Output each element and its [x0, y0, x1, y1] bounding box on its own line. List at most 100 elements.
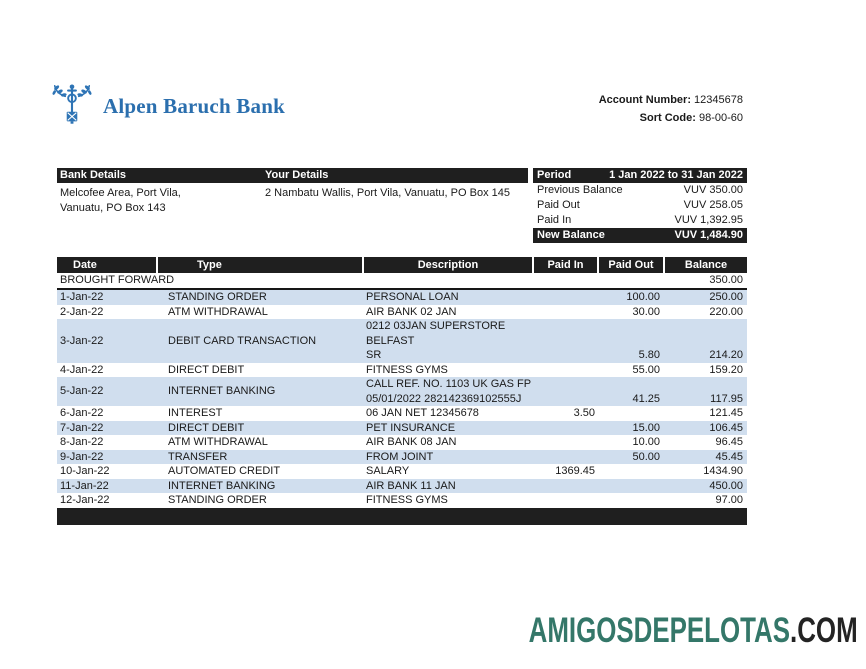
cell-type: ATM WITHDRAWAL: [168, 305, 268, 318]
cell-balance: 117.95: [710, 392, 743, 405]
cell-type: INTEREST: [168, 407, 223, 419]
cell-description: FITNESS GYMS: [366, 363, 448, 376]
period-header-row: Period 1 Jan 2022 to 31 Jan 2022: [533, 168, 747, 183]
account-number-label: Account Number:: [598, 94, 691, 106]
paid-in-row: Paid In VUV 1,392.95: [533, 213, 747, 228]
sort-code-label: Sort Code:: [639, 111, 696, 124]
cell-description: FITNESS GYMS: [366, 494, 448, 506]
cell-date: 9-Jan-22: [60, 450, 104, 463]
table-row: 11-Jan-22 INTERNET BANKING AIR BANK 11 J…: [57, 478, 747, 493]
watermark-main: AMIGOSDEPELOTAS: [528, 611, 791, 650]
period-summary-box: Period 1 Jan 2022 to 31 Jan 2022 Previou…: [533, 168, 747, 243]
cell-balance: 106.45: [709, 421, 743, 434]
table-row: 9-Jan-22 TRANSFER FROM JOINT 50.00 45.45: [57, 449, 747, 464]
cell-description: CALL REF. NO. 1103 UK GAS FP 05/01/2022 …: [366, 378, 532, 405]
paid-out-row: Paid Out VUV 258.05: [533, 198, 747, 213]
account-number-value: 12345678: [694, 94, 743, 106]
previous-balance-label: Previous Balance: [537, 184, 623, 196]
cell-balance: 250.00: [709, 291, 743, 303]
cell-paid-in: 3.50: [573, 407, 595, 419]
details-section: Bank Details Your Details Melcofee Area,…: [57, 168, 528, 216]
transactions-table: Date Type Description Paid In Paid Out B…: [57, 257, 747, 525]
cell-balance: 159.20: [709, 363, 743, 376]
account-number-line: Account Number: 12345678: [599, 92, 743, 110]
previous-balance-row: Previous Balance VUV 350.00: [533, 183, 747, 198]
table-row: 2-Jan-22 ATM WITHDRAWAL AIR BANK 02 JAN …: [57, 305, 747, 320]
customer-address: 2 Nambatu Wallis, Port Vila, Vanuatu, PO…: [265, 187, 510, 199]
cell-type: DIRECT DEBIT: [168, 421, 245, 434]
cell-type: AUTOMATED CREDIT: [168, 465, 281, 477]
cell-balance: 214.20: [709, 349, 743, 361]
table-row: 10-Jan-22 AUTOMATED CREDIT SALARY 1369.4…: [57, 464, 747, 479]
table-footer-bar: [57, 507, 747, 525]
details-body: Melcofee Area, Port Vila, Vanuatu, PO Bo…: [57, 183, 528, 216]
cell-type: DEBIT CARD TRANSACTION: [168, 334, 317, 347]
table-row: 5-Jan-22 INTERNET BANKING CALL REF. NO. …: [57, 377, 747, 406]
cell-date: 11-Jan-22: [60, 479, 109, 492]
details-header-bar: Bank Details Your Details: [57, 168, 528, 183]
cell-date: 8-Jan-22: [60, 436, 104, 448]
cell-balance: 97.00: [715, 494, 743, 506]
cell-paid-out: 30.00: [632, 305, 660, 318]
table-row: 1-Jan-22 STANDING ORDER PERSONAL LOAN 10…: [57, 290, 747, 305]
watermark-suffix: .COM: [790, 611, 858, 650]
cell-date: 5-Jan-22: [60, 385, 104, 398]
cell-paid-out: 10.00: [632, 436, 660, 448]
cell-date: BROUGHT FORWARD: [60, 274, 175, 286]
cell-date: 12-Jan-22: [60, 494, 110, 506]
cell-date: 7-Jan-22: [60, 421, 104, 434]
bank-address-line1: Melcofee Area, Port Vila,: [60, 187, 181, 199]
new-balance-row: New Balance VUV 1,484.90: [533, 228, 747, 243]
bank-address-line2: Vanuatu, PO Box 143: [60, 202, 166, 214]
brand-header: Alpen Baruch Bank: [48, 82, 285, 128]
cell-paid-out: 5.80: [638, 349, 660, 361]
table-row: 8-Jan-22 ATM WITHDRAWAL AIR BANK 08 JAN …: [57, 435, 747, 450]
cell-description: AIR BANK 08 JAN: [366, 436, 457, 448]
cell-description: PET INSURANCE: [366, 421, 456, 434]
cell-type: ATM WITHDRAWAL: [168, 436, 268, 448]
cell-balance: 450.00: [709, 479, 743, 492]
cell-balance: 1434.90: [703, 465, 743, 477]
cell-balance: 350.00: [709, 274, 743, 286]
cell-description: 0212 03JAN SUPERSTORE BELFAST SR: [366, 320, 506, 361]
your-details-heading: Your Details: [265, 169, 329, 181]
cell-date: 6-Jan-22: [60, 407, 104, 419]
table-row: 7-Jan-22 DIRECT DEBIT PET INSURANCE 15.0…: [57, 420, 747, 435]
previous-balance-value: VUV 350.00: [683, 184, 743, 196]
cell-balance: 45.45: [715, 450, 743, 463]
paid-in-label: Paid In: [537, 214, 572, 226]
cell-type: TRANSFER: [168, 450, 228, 463]
header-type: Type: [158, 257, 362, 273]
cell-description: SALARY: [366, 465, 410, 477]
paid-out-value: VUV 258.05: [683, 199, 743, 211]
cell-date: 3-Jan-22: [60, 334, 104, 347]
cell-type: INTERNET BANKING: [168, 385, 276, 398]
paid-out-label: Paid Out: [537, 199, 580, 211]
cell-paid-out: 55.00: [632, 363, 660, 376]
paid-in-value: VUV 1,392.95: [674, 214, 744, 226]
watermark: AMIGOSDEPELOTAS.COM: [529, 611, 858, 651]
cell-description: FROM JOINT: [366, 450, 434, 463]
sort-code-value: 98-00-60: [698, 111, 743, 124]
bank-address: Melcofee Area, Port Vila, Vanuatu, PO Bo…: [57, 186, 265, 216]
transactions-header-row: Date Type Description Paid In Paid Out B…: [57, 257, 747, 273]
cell-type: STANDING ORDER: [168, 291, 267, 303]
table-row: 6-Jan-22 INTEREST 06 JAN NET 12345678 3.…: [57, 406, 747, 421]
cell-paid-out: 100.00: [626, 291, 660, 303]
cell-type: STANDING ORDER: [168, 494, 267, 506]
table-row-brought-forward: BROUGHT FORWARD 350.00: [57, 273, 747, 290]
cell-type: DIRECT DEBIT: [168, 363, 245, 376]
new-balance-label: New Balance: [537, 229, 605, 241]
cell-balance: 220.00: [709, 305, 743, 318]
period-range: 1 Jan 2022 to 31 Jan 2022: [609, 169, 743, 181]
cell-description: AIR BANK 02 JAN: [366, 305, 457, 318]
transactions-rows: BROUGHT FORWARD 350.00 1-Jan-22 STANDING…: [57, 273, 747, 508]
cell-paid-out: 41.25: [632, 392, 660, 405]
table-row: 12-Jan-22 STANDING ORDER FITNESS GYMS 97…: [57, 493, 747, 508]
cell-description: 06 JAN NET 12345678: [366, 407, 479, 419]
cell-paid-out: 50.00: [632, 450, 660, 463]
cell-description: PERSONAL LOAN: [366, 291, 459, 303]
account-info: Account Number: 12345678 Sort Code: 98-0…: [599, 92, 743, 127]
bank-details-heading: Bank Details: [60, 169, 127, 181]
cell-date: 2-Jan-22: [60, 305, 104, 318]
